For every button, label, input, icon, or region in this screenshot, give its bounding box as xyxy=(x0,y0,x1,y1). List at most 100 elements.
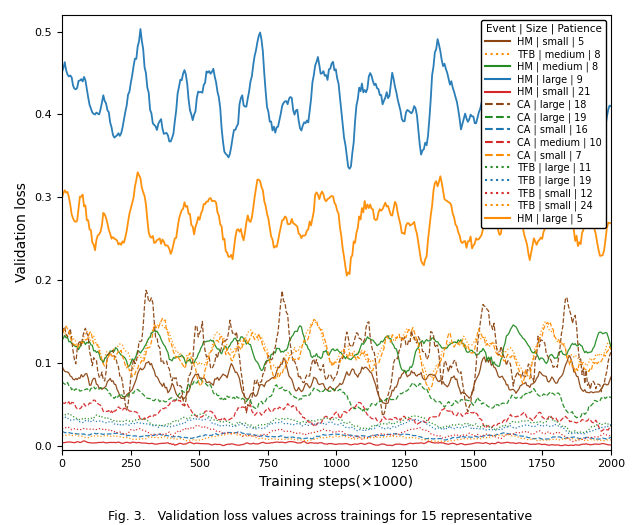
HM | small | 21 xyxy=(457,440,465,447)
HM | large | 5 xyxy=(239,233,246,239)
CA | small | 16 xyxy=(276,433,284,439)
CA | medium | 10 xyxy=(598,428,605,434)
Line: TFB | medium | 8: TFB | medium | 8 xyxy=(62,322,611,378)
CA | large | 19 xyxy=(458,396,466,403)
TFB | medium | 8 xyxy=(458,337,466,343)
TFB | large | 19 xyxy=(405,418,413,424)
CA | small | 16 xyxy=(58,428,66,435)
HM | small | 5 xyxy=(405,372,413,379)
TFB | large | 11 xyxy=(575,429,583,436)
Line: HM | large | 9: HM | large | 9 xyxy=(62,29,611,169)
TFB | small | 24 xyxy=(230,430,238,436)
HM | large | 9 xyxy=(239,92,246,98)
HM | small | 21 xyxy=(406,440,414,446)
HM | large | 5 xyxy=(343,272,351,279)
HM | medium | 8 xyxy=(402,370,410,376)
Line: HM | small | 21: HM | small | 21 xyxy=(62,441,611,446)
CA | small | 7 xyxy=(607,346,615,353)
CA | large | 18 xyxy=(239,376,246,383)
HM | small | 21 xyxy=(219,443,227,449)
Line: TFB | small | 24: TFB | small | 24 xyxy=(62,433,611,442)
TFB | small | 24 xyxy=(277,436,285,443)
HM | medium | 8 xyxy=(456,339,463,345)
TFB | large | 11 xyxy=(607,423,615,429)
HM | large | 9 xyxy=(607,103,615,109)
TFB | small | 24 xyxy=(405,435,413,441)
HM | medium | 8 xyxy=(509,322,517,328)
TFB | small | 12 xyxy=(193,422,201,428)
HM | large | 9 xyxy=(457,127,465,133)
HM | large | 9 xyxy=(406,109,414,116)
TFB | small | 12 xyxy=(124,430,132,436)
TFB | large | 19 xyxy=(607,421,615,427)
TFB | small | 24 xyxy=(457,436,465,443)
HM | small | 5 xyxy=(58,363,66,369)
HM | large | 5 xyxy=(457,239,465,245)
HM | small | 21 xyxy=(240,441,248,447)
Line: CA | large | 18: CA | large | 18 xyxy=(62,290,611,416)
HM | small | 21 xyxy=(80,438,88,444)
CA | large | 18 xyxy=(124,402,132,408)
HM | small | 21 xyxy=(607,442,615,448)
HM | large | 5 xyxy=(607,220,615,227)
CA | medium | 10 xyxy=(456,410,463,416)
TFB | large | 19 xyxy=(61,414,68,420)
HM | large | 9 xyxy=(277,111,285,117)
Line: CA | small | 7: CA | small | 7 xyxy=(62,318,611,390)
TFB | large | 19 xyxy=(58,415,66,421)
Text: Fig. 3.   Validation loss values across trainings for 15 representative: Fig. 3. Validation loss values across tr… xyxy=(108,510,532,523)
Line: CA | large | 19: CA | large | 19 xyxy=(62,379,611,418)
CA | large | 18 xyxy=(607,349,615,355)
HM | large | 5 xyxy=(460,238,468,245)
HM | small | 5 xyxy=(458,389,466,395)
HM | small | 21 xyxy=(460,442,468,448)
TFB | large | 19 xyxy=(277,418,285,425)
TFB | large | 11 xyxy=(239,421,246,427)
HM | large | 9 xyxy=(136,26,144,32)
TFB | small | 12 xyxy=(277,426,285,433)
TFB | large | 11 xyxy=(405,414,413,421)
CA | large | 19 xyxy=(607,394,615,401)
HM | medium | 8 xyxy=(405,368,413,374)
CA | small | 7 xyxy=(277,370,285,376)
HM | medium | 8 xyxy=(458,341,466,347)
CA | small | 7 xyxy=(460,343,468,350)
TFB | medium | 8 xyxy=(424,375,432,381)
CA | small | 7 xyxy=(405,327,413,333)
CA | large | 18 xyxy=(142,287,150,293)
TFB | medium | 8 xyxy=(543,319,550,325)
HM | large | 9 xyxy=(124,91,132,98)
TFB | medium | 8 xyxy=(456,342,463,348)
Line: HM | small | 5: HM | small | 5 xyxy=(62,355,611,404)
TFB | large | 19 xyxy=(578,430,586,437)
TFB | large | 11 xyxy=(456,421,463,427)
CA | large | 18 xyxy=(406,339,414,345)
TFB | small | 24 xyxy=(239,432,246,438)
HM | large | 5 xyxy=(277,224,285,230)
CA | small | 7 xyxy=(457,341,465,347)
HM | small | 5 xyxy=(237,383,244,390)
HM | large | 5 xyxy=(406,223,414,229)
CA | small | 16 xyxy=(456,434,463,440)
HM | small | 5 xyxy=(607,374,615,380)
TFB | large | 11 xyxy=(277,416,285,423)
TFB | small | 12 xyxy=(405,426,413,433)
TFB | medium | 8 xyxy=(403,326,411,332)
HM | medium | 8 xyxy=(276,345,284,352)
HM | small | 21 xyxy=(125,440,133,446)
TFB | small | 12 xyxy=(570,438,578,445)
HM | small | 5 xyxy=(383,401,390,407)
CA | large | 19 xyxy=(405,386,413,392)
Line: HM | medium | 8: HM | medium | 8 xyxy=(62,325,611,373)
HM | large | 5 xyxy=(58,194,66,201)
CA | medium | 10 xyxy=(607,422,615,428)
CA | medium | 10 xyxy=(124,407,132,413)
X-axis label: Training steps(×1000): Training steps(×1000) xyxy=(259,475,413,489)
TFB | small | 12 xyxy=(239,434,246,440)
Line: TFB | large | 11: TFB | large | 11 xyxy=(62,413,611,433)
CA | medium | 10 xyxy=(405,416,413,422)
HM | medium | 8 xyxy=(124,364,132,370)
TFB | small | 12 xyxy=(607,431,615,437)
HM | medium | 8 xyxy=(237,334,244,340)
TFB | small | 24 xyxy=(124,435,132,441)
